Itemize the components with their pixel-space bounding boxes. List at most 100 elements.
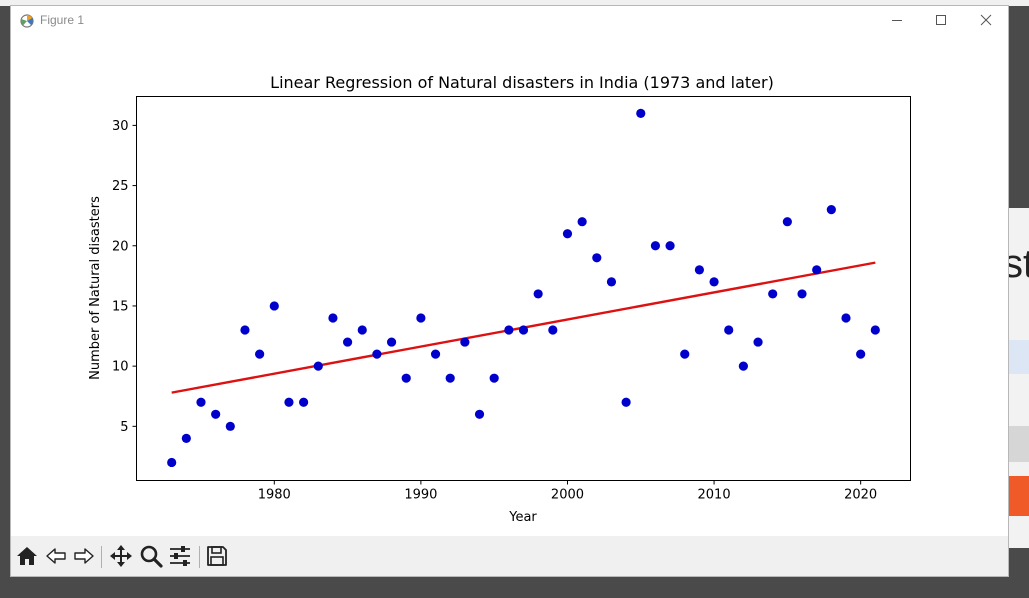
title-bar[interactable]: Figure 1 (11, 6, 1008, 34)
background-app-button (1009, 476, 1029, 516)
data-point (416, 313, 426, 323)
data-point (709, 277, 719, 287)
y-tick-label: 30 (112, 119, 129, 134)
data-point (211, 409, 221, 419)
maximize-button[interactable] (919, 8, 963, 32)
data-point (650, 241, 661, 251)
data-point (284, 397, 294, 407)
y-tick-label: 5 (120, 420, 128, 435)
data-point (372, 349, 382, 359)
forward-arrow-icon (74, 548, 94, 564)
data-point (782, 217, 792, 227)
data-point (621, 397, 631, 407)
matplotlib-app-icon (20, 14, 34, 28)
scatter-points (167, 108, 880, 468)
data-point (533, 289, 543, 299)
data-point (841, 313, 851, 323)
x-tick-label: 1990 (404, 488, 437, 503)
data-point (826, 205, 836, 215)
background-app-strip (0, 0, 1029, 6)
data-point (518, 325, 529, 335)
plot-area-frame (136, 96, 911, 481)
data-point (768, 289, 778, 299)
floppy-disk-icon (207, 546, 227, 566)
y-tick-label: 20 (112, 239, 129, 254)
data-point (489, 373, 499, 383)
close-icon (980, 14, 992, 26)
data-point (196, 397, 206, 407)
data-point (386, 337, 397, 347)
home-button[interactable] (15, 544, 39, 568)
background-app-window: st (1009, 208, 1029, 548)
zoom-button[interactable] (139, 544, 163, 568)
y-axis: 5 10 15 20 25 30 (112, 119, 137, 435)
data-point (577, 217, 587, 227)
data-point (269, 301, 279, 311)
y-tick-label: 15 (112, 299, 129, 314)
minimize-icon (892, 20, 902, 21)
data-point (299, 397, 309, 407)
data-point (548, 325, 558, 335)
maximize-icon (936, 15, 946, 25)
data-point (313, 361, 323, 371)
data-point (504, 325, 514, 335)
configure-subplots-button[interactable] (168, 544, 192, 568)
back-button[interactable] (44, 544, 68, 568)
data-point (401, 373, 411, 383)
data-point (255, 349, 265, 359)
data-point (225, 421, 235, 431)
data-point (694, 265, 705, 275)
data-point (460, 337, 470, 347)
minimize-button[interactable] (875, 8, 919, 32)
chart-title: Linear Regression of Natural disasters i… (270, 73, 774, 92)
x-axis-label: Year (508, 510, 537, 525)
y-tick-label: 10 (112, 360, 129, 375)
back-arrow-icon (46, 548, 66, 564)
data-point (240, 325, 250, 335)
data-point (606, 277, 617, 287)
data-point (636, 108, 646, 118)
data-point (167, 457, 177, 468)
data-point (328, 313, 338, 323)
data-point (797, 289, 807, 299)
x-tick-label: 1980 (258, 488, 291, 503)
data-point (753, 337, 763, 347)
forward-button[interactable] (72, 544, 96, 568)
data-point (870, 325, 880, 335)
data-point (738, 361, 748, 371)
chart-canvas[interactable]: Linear Regression of Natural disasters i… (11, 34, 1008, 536)
sliders-icon (170, 546, 190, 566)
data-point (181, 433, 191, 443)
data-point (680, 349, 690, 359)
x-tick-label: 2000 (551, 488, 584, 503)
save-button[interactable] (205, 544, 229, 568)
x-tick-label: 2010 (698, 488, 731, 503)
background-app-field (1009, 340, 1029, 374)
data-point (357, 325, 367, 335)
move-icon (110, 545, 132, 567)
x-tick-label: 2020 (844, 488, 877, 503)
data-point (474, 409, 485, 419)
y-tick-label: 25 (112, 179, 129, 194)
data-point (592, 253, 602, 263)
toolbar-separator (101, 546, 102, 568)
y-axis-label: Number of Natural disasters (88, 196, 103, 380)
pan-button[interactable] (109, 544, 133, 568)
window-title: Figure 1 (40, 13, 85, 27)
toolbar-separator (199, 546, 200, 568)
background-app-text: st (1009, 242, 1029, 286)
close-button[interactable] (964, 8, 1008, 32)
data-point (562, 229, 573, 239)
data-point (665, 241, 675, 251)
data-point (430, 349, 441, 359)
home-icon (17, 547, 37, 565)
x-axis: 1980 1990 2000 2010 2020 (258, 480, 877, 503)
data-point (445, 373, 455, 383)
background-app-field (1009, 426, 1029, 462)
figure-window: Figure 1 Linear Regression of Natural di… (10, 5, 1009, 577)
navigation-toolbar (11, 536, 1008, 576)
data-point (856, 349, 866, 359)
data-point (342, 337, 353, 347)
data-point (724, 325, 734, 335)
magnifier-icon (140, 545, 163, 568)
